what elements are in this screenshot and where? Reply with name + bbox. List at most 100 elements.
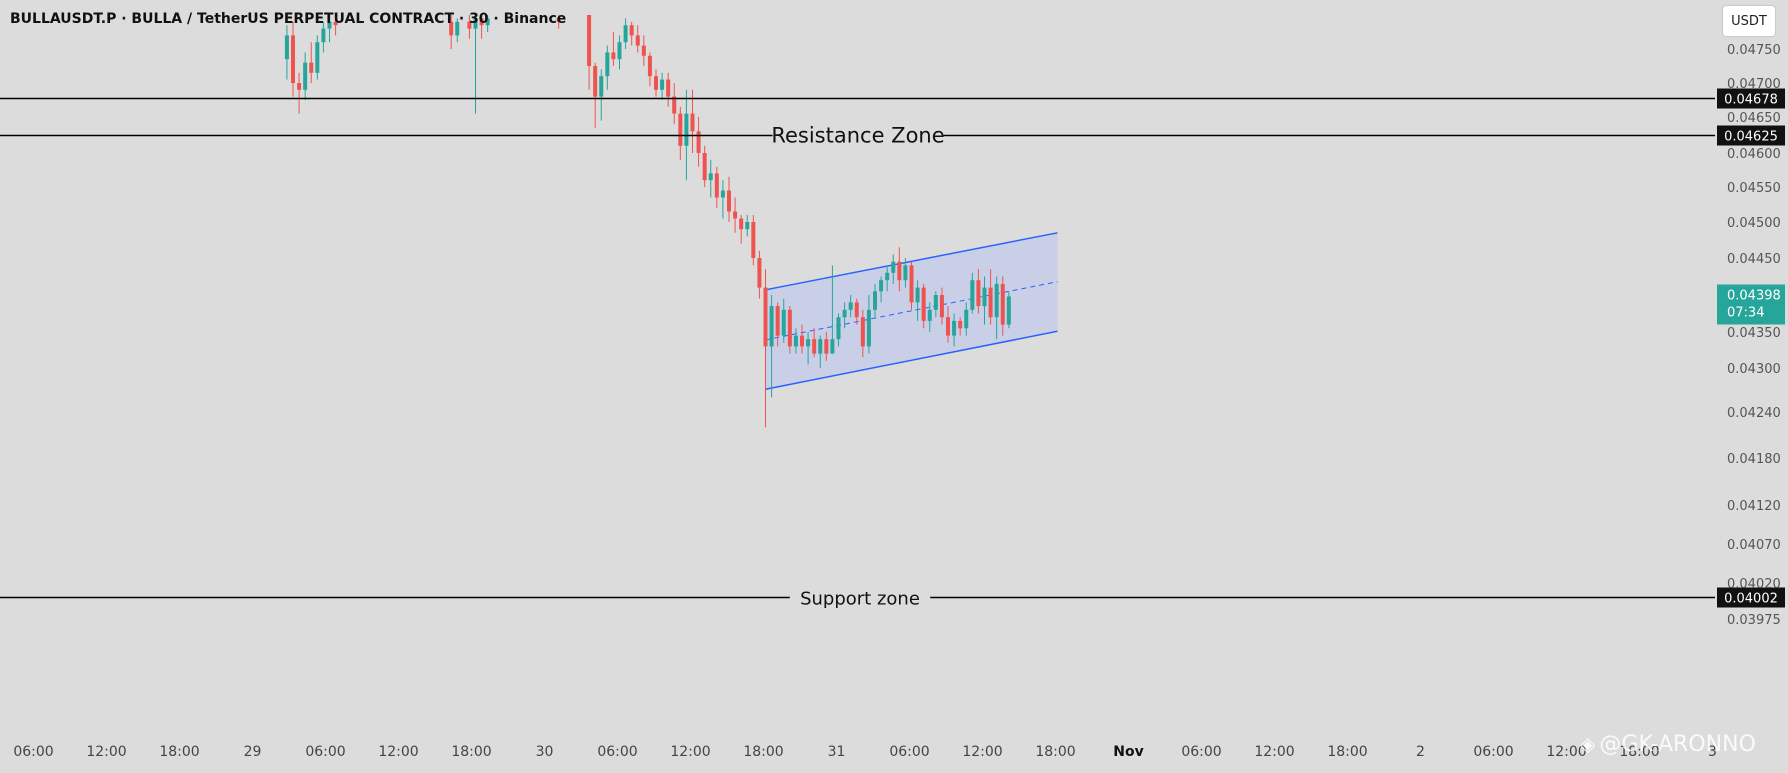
candle-body [587, 15, 592, 66]
x-tick-label: 18:00 [1619, 744, 1659, 760]
x-tick-label: 06:00 [305, 744, 345, 760]
candle-body [641, 45, 646, 56]
candle-body [678, 113, 683, 146]
x-tick-label: 06:00 [1473, 744, 1513, 760]
x-tick-label: 18:00 [1035, 744, 1075, 760]
candle-body [473, 18, 478, 29]
candle-body [623, 25, 628, 43]
x-tick-label: 29 [244, 744, 262, 760]
candle-body [467, 21, 472, 29]
candle-body [654, 76, 658, 90]
candle-body [1006, 296, 1011, 325]
channel-lower-line[interactable] [765, 330, 1058, 391]
y-tick-label: 0.04180 [1727, 452, 1781, 467]
y-tick-label: 0.04700 [1727, 77, 1781, 92]
candle-body [321, 28, 326, 43]
resistance-zone-price-tag-text: 0.04625 [1724, 130, 1778, 145]
y-tick-label: 0.04600 [1727, 147, 1781, 162]
candle-body [708, 173, 713, 181]
candle-body [836, 317, 841, 340]
candle-body [720, 190, 725, 198]
candle-body [315, 42, 320, 73]
candle-body [599, 76, 604, 97]
candle-body [939, 295, 944, 318]
x-tick-label: 12:00 [962, 744, 1002, 760]
resistance-zone-label-bg [772, 123, 944, 148]
candle-body [824, 339, 829, 354]
candle-body [988, 287, 993, 318]
candle-body [635, 35, 640, 46]
support-zone-label: Support zone [800, 589, 920, 610]
candle-body [327, 21, 332, 29]
resistance-zone-price-tag [1717, 125, 1785, 146]
y-tick-label: 0.04120 [1727, 499, 1781, 514]
candle-body [696, 131, 701, 153]
x-tick-label: 06:00 [597, 744, 637, 760]
x-tick-label: 12:00 [1546, 744, 1586, 760]
candle-body [763, 287, 768, 347]
resistance-zone-label: Resistance Zone [771, 124, 944, 148]
y-tick-label: 0.04650 [1727, 111, 1781, 126]
candle-body [702, 153, 707, 181]
candle-body [891, 261, 896, 273]
candle-body [769, 306, 774, 347]
candle-body [806, 339, 811, 347]
x-tick-label: 12:00 [86, 744, 126, 760]
channel-upper-line[interactable] [765, 232, 1058, 291]
candle-body [842, 309, 847, 318]
y-tick-label: 0.04450 [1727, 252, 1781, 267]
candle-body [455, 21, 460, 36]
countdown-label: 07:34 [1727, 305, 1764, 320]
candle-body [739, 218, 744, 230]
candle-body [830, 339, 835, 354]
y-tick-label: 0.04240 [1727, 406, 1781, 421]
candle-body [666, 79, 671, 97]
candle-body [727, 190, 731, 212]
x-tick-label: 12:00 [378, 744, 418, 760]
candle-body [660, 79, 665, 90]
candle-body [933, 295, 938, 310]
candle-body [757, 258, 762, 288]
candle-body [781, 309, 786, 336]
x-tick-label: 18:00 [451, 744, 491, 760]
y-tick-label: 0.04750 [1727, 43, 1781, 58]
candle-body [690, 113, 695, 132]
current-price-label: 0.04398 [1727, 288, 1781, 303]
y-tick-label: 0.04500 [1727, 216, 1781, 231]
candle-body [860, 317, 865, 347]
candle-body [333, 21, 338, 26]
support-zone-price-tag-text: 0.04002 [1724, 592, 1778, 607]
candle-body [946, 317, 950, 336]
candle-body [952, 320, 957, 336]
candle-body [970, 280, 975, 310]
candle-body [927, 309, 932, 321]
candle-body [921, 287, 926, 321]
candle-body [485, 18, 490, 26]
currency-selector-button[interactable]: USDT [1722, 5, 1776, 37]
candle-body [684, 113, 689, 146]
candle-body [818, 339, 823, 354]
x-tick-label: 06:00 [889, 744, 929, 760]
candle-body [854, 302, 859, 318]
candle-body [787, 309, 792, 347]
support-zone-label-bg [789, 585, 931, 610]
current-price-tag [1717, 284, 1785, 325]
y-tick-label: 0.03975 [1727, 613, 1781, 628]
diamond-logo-icon: ◈ [1580, 732, 1596, 756]
y-tick-label: 0.04300 [1727, 362, 1781, 377]
x-tick-label: 18:00 [1327, 744, 1367, 760]
y-tick-label: 0.04350 [1727, 326, 1781, 341]
x-tick-label: 12:00 [1254, 744, 1294, 760]
candle-body [479, 18, 484, 26]
candle-body [793, 335, 798, 347]
x-tick-label: 30 [536, 744, 554, 760]
candle-body [915, 287, 920, 303]
candle-body [994, 283, 999, 318]
watermark-text: @GK-ARONNO [1599, 732, 1756, 757]
candle-body [605, 52, 610, 77]
candle-body [745, 222, 750, 230]
candle-body [903, 265, 908, 281]
candle-body [982, 287, 987, 307]
